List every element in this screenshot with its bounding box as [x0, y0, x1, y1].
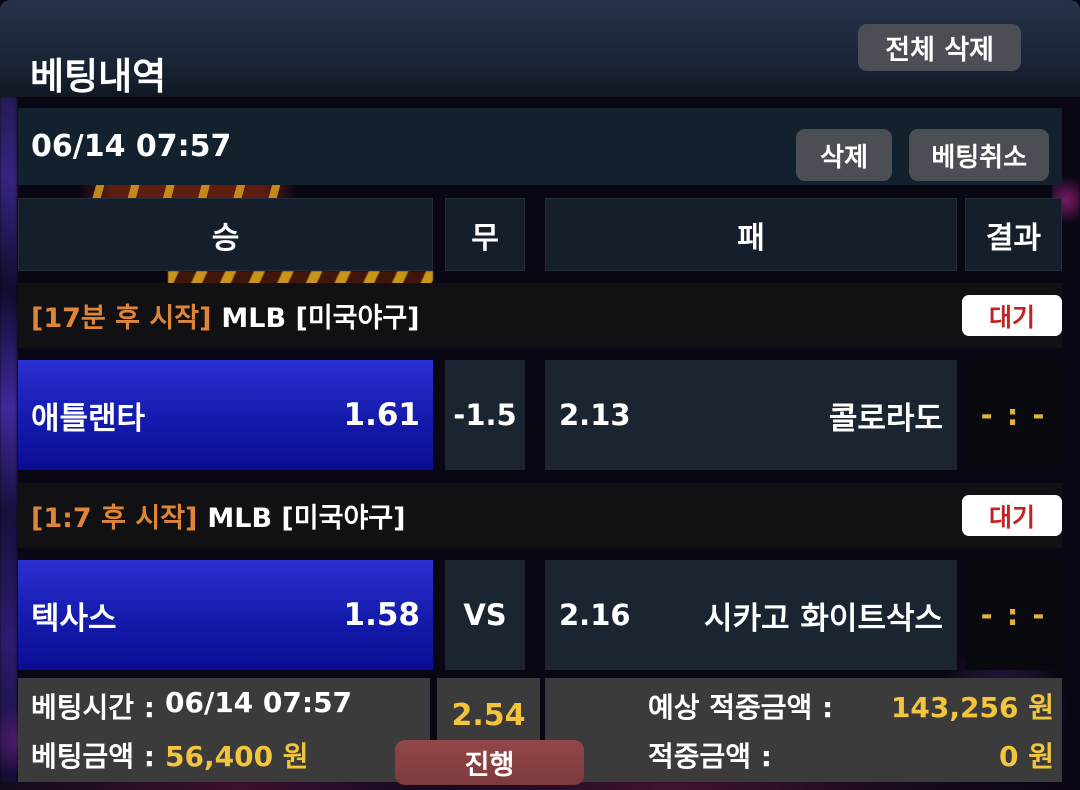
bet-placed-time: 06/14 07:57 — [31, 129, 232, 164]
away-pick-cell: 2.16 시카고 화이트삭스 — [545, 560, 957, 670]
background-right-edge — [1062, 97, 1080, 790]
winnings-value: 0 원 — [999, 739, 1054, 773]
bet-time-line: 베팅시간 : 06/14 07:57 — [31, 686, 430, 726]
away-team-name: 시카고 화이트삭스 — [704, 600, 943, 637]
start-time-note: [1:7 후 시작] — [31, 503, 198, 534]
home-team-name: 애틀랜타 — [31, 400, 146, 437]
bet-slip-header-row: 06/14 07:57 삭제 베팅취소 — [18, 108, 1062, 185]
away-pick-cell: 2.13 콜로라도 — [545, 360, 957, 470]
league-row: [1:7 후 시작] MLB [미국야구] 대기 — [18, 483, 1062, 548]
vs-cell: VS — [445, 560, 525, 670]
bet-time-value: 06/14 07:57 — [165, 685, 353, 719]
away-odds: 2.13 — [559, 398, 631, 432]
home-team-name: 텍사스 — [31, 600, 117, 637]
score-cell: - : - — [965, 560, 1062, 670]
bet-amount-line: 베팅금액 : 56,400 원 — [31, 735, 430, 775]
bet-time-label: 베팅시간 : — [31, 690, 155, 724]
league-row: [17분 후 시작] MLB [미국야구] 대기 — [18, 283, 1062, 348]
winnings-line: 적중금액 : 0 원 — [545, 735, 1062, 775]
column-header-win: 승 — [18, 198, 433, 271]
expected-winnings-label: 예상 적중금액 : — [648, 690, 834, 724]
league-name: MLB [미국야구] — [221, 303, 420, 334]
column-header-lose: 패 — [545, 198, 957, 271]
home-pick-cell-selected: 텍사스 1.58 — [18, 560, 433, 670]
delete-all-button[interactable]: 전체 삭제 — [858, 24, 1021, 71]
cancel-bet-button[interactable]: 베팅취소 — [909, 129, 1049, 181]
bet-amount-label: 베팅금액 : — [31, 739, 155, 773]
bet-status-chip-in-progress: 진행 — [395, 740, 584, 785]
winnings-label: 적중금액 : — [648, 739, 772, 773]
background-logo-glimpse — [80, 183, 295, 199]
total-odds-value: 2.54 — [451, 698, 526, 733]
expected-winnings-value: 143,256 원 — [890, 690, 1054, 724]
status-badge-waiting: 대기 — [962, 495, 1062, 536]
away-odds: 2.16 — [559, 598, 631, 632]
away-team-name: 콜로라도 — [828, 400, 943, 437]
home-odds: 1.58 — [343, 597, 421, 633]
start-time-note: [17분 후 시작] — [31, 303, 212, 334]
top-bar: 베팅내역 전체 삭제 — [0, 0, 1080, 98]
status-badge-waiting: 대기 — [962, 295, 1062, 336]
expected-winnings-line: 예상 적중금액 : 143,256 원 — [545, 686, 1062, 726]
delete-button[interactable]: 삭제 — [796, 129, 892, 181]
league-name: MLB [미국야구] — [207, 503, 406, 534]
bet-summary-left-panel: 베팅시간 : 06/14 07:57 베팅금액 : 56,400 원 — [18, 678, 430, 782]
column-header-draw: 무 — [445, 198, 525, 271]
column-header-result: 결과 — [965, 198, 1062, 271]
background-purple-streaks — [0, 97, 17, 790]
home-odds: 1.61 — [343, 397, 421, 433]
handicap-cell: -1.5 — [445, 360, 525, 470]
home-pick-cell-selected: 애틀랜타 1.61 — [18, 360, 433, 470]
bet-summary-right-panel: 예상 적중금액 : 143,256 원 적중금액 : 0 원 — [545, 678, 1062, 782]
bet-amount-value: 56,400 원 — [165, 739, 309, 773]
score-cell: - : - — [965, 360, 1062, 470]
page-title: 베팅내역 — [30, 55, 167, 99]
